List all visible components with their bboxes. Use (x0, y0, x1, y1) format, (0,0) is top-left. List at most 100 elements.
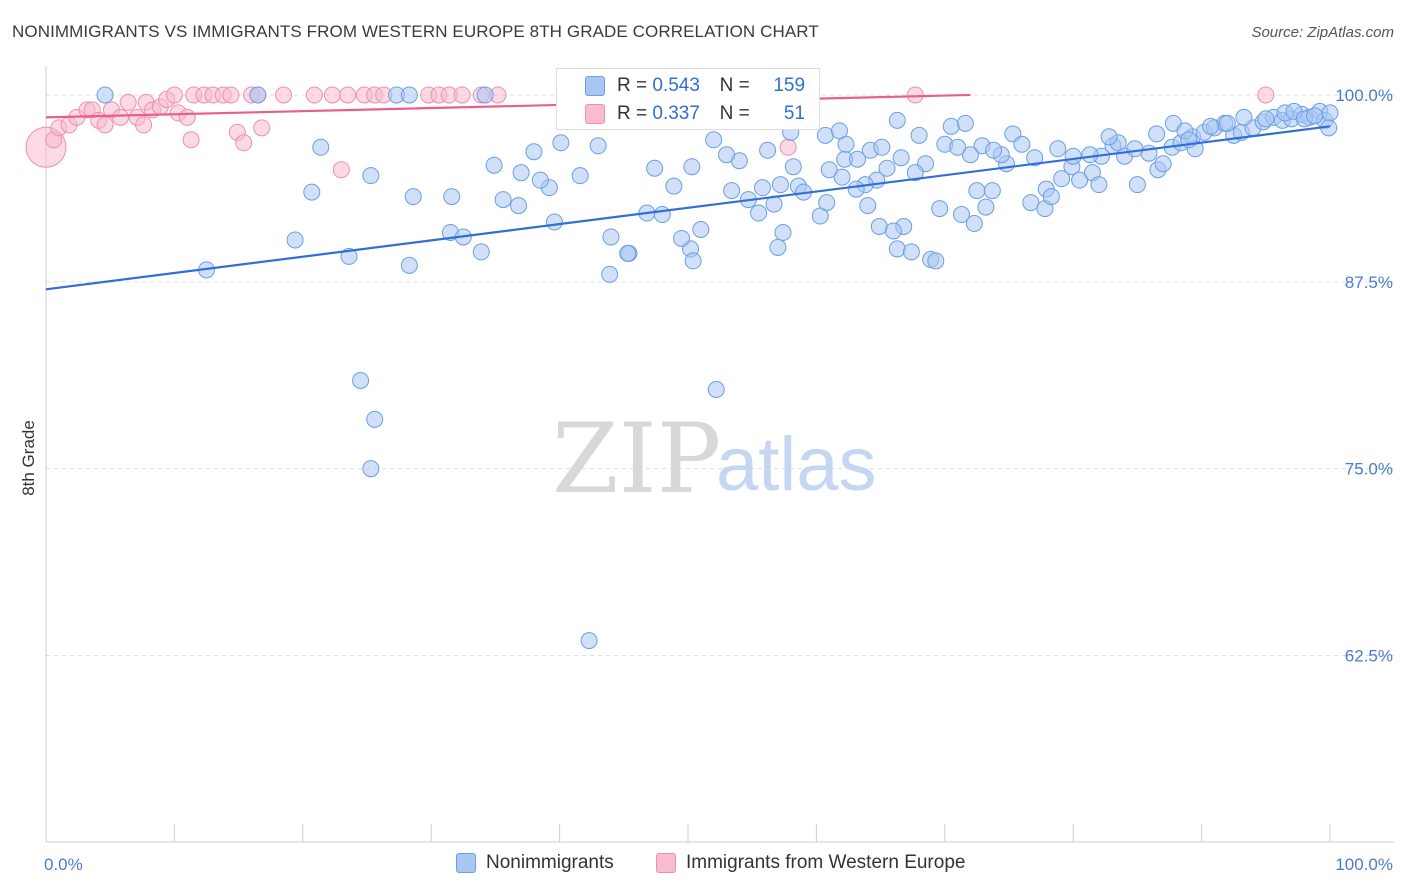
stats-row-immigrants: R = 0.337 N = 51 (557, 101, 805, 127)
blue-point (983, 182, 1001, 200)
stats-row-nonimmigrants: R = 0.543 N = 159 (557, 73, 805, 99)
pink-point (253, 119, 271, 137)
blue-point (961, 146, 979, 164)
blue-point (985, 141, 1003, 159)
pink-point (135, 116, 153, 134)
blue-point (870, 218, 888, 236)
blue-point (1126, 140, 1144, 158)
blue-point (665, 177, 683, 195)
trend-line-nonimmigrants (45, 125, 1331, 291)
blue-point (1013, 135, 1031, 153)
blue-point (1049, 140, 1067, 158)
blue-point (1148, 125, 1166, 143)
blue-point (96, 86, 114, 104)
x-tick-labels: 0.0% 100.0% (44, 855, 1393, 874)
blue-point (942, 117, 960, 135)
blue-point (545, 213, 563, 231)
axes (45, 66, 1394, 843)
pink-point (111, 108, 129, 126)
blue-point (1026, 149, 1044, 167)
chart-title: NONIMMIGRANTS VS IMMIGRANTS FROM WESTERN… (12, 22, 819, 41)
blue-point (512, 164, 530, 182)
blue-point (303, 183, 321, 201)
blue-point (619, 244, 637, 262)
blue-point (888, 111, 906, 129)
blue-point (1306, 107, 1324, 125)
blue-point (927, 252, 945, 270)
legend-swatch-immigrants (656, 853, 676, 873)
blue-point (771, 176, 789, 194)
blue-point (1022, 194, 1040, 212)
blue-point (818, 194, 836, 212)
blue-point (673, 229, 691, 247)
blue-point (494, 191, 512, 209)
blue-point (362, 167, 380, 185)
pink-point (178, 108, 196, 126)
blue-point (472, 243, 490, 261)
blue-point (705, 131, 723, 149)
stats-box: R = 0.543 N = 159 R = 0.337 N = 51 (556, 68, 820, 130)
blue-point (601, 265, 619, 283)
blue-point (952, 206, 970, 224)
blue-point (759, 141, 777, 159)
blue-point (1071, 171, 1089, 189)
legend-label-nonimmigrants: Nonimmigrants (486, 852, 614, 873)
stats-r-label: R = (617, 103, 648, 124)
grid (46, 94, 1394, 657)
pink-point (323, 86, 341, 104)
blue-point (1321, 104, 1339, 122)
stats-r-value: 0.337 (652, 103, 700, 124)
blue-point (580, 632, 598, 650)
series-nonimmigrants-points (96, 86, 1339, 650)
y-tick-label: 75.0% (1345, 460, 1393, 479)
blue-point (878, 159, 896, 177)
blue-point (873, 138, 891, 156)
blue-point (949, 138, 967, 156)
blue-point (750, 204, 768, 222)
blue-point (848, 150, 866, 168)
pink-point (182, 131, 200, 149)
blue-point (1154, 155, 1172, 173)
blue-point (1081, 146, 1099, 164)
legend-item-immigrants[interactable]: Immigrants from Western Europe (656, 852, 965, 874)
blue-point (589, 137, 607, 155)
blue-point (1128, 176, 1146, 194)
blue-point (400, 256, 418, 274)
blue-point (404, 188, 422, 206)
blue-point (692, 220, 710, 238)
blue-point (400, 86, 418, 104)
y-tick-labels: 100.0% 87.5% 75.0% 62.5% (1335, 86, 1393, 666)
stats-n-label: N = (719, 103, 750, 124)
stats-r-value: 0.543 (652, 75, 700, 96)
legend-item-nonimmigrants[interactable]: Nonimmigrants (456, 852, 614, 874)
blue-point (485, 156, 503, 174)
y-tick-label: 100.0% (1335, 86, 1393, 105)
blue-point (884, 222, 902, 240)
blue-point (366, 410, 384, 428)
y-tick-label: 62.5% (1345, 647, 1393, 666)
blue-point (531, 171, 549, 189)
blue-point (956, 114, 974, 132)
pink-point (453, 86, 471, 104)
stats-swatch-nonimmigrants (585, 76, 605, 96)
blue-point (718, 146, 736, 164)
blue-point (286, 231, 304, 249)
legend: Nonimmigrants Immigrants from Western Eu… (0, 850, 1406, 880)
blue-point (968, 182, 986, 200)
blue-point (312, 138, 330, 156)
blue-point (1100, 128, 1118, 146)
blue-point (784, 158, 802, 176)
series-immigrants-points (25, 86, 1275, 179)
watermark-atlas: atlas (716, 422, 877, 507)
pink-point (906, 86, 924, 104)
blue-point (684, 252, 702, 270)
blue-point (571, 167, 589, 185)
watermark-zip: ZIP (552, 403, 721, 515)
blue-point (602, 228, 620, 246)
blue-point (847, 180, 865, 198)
blue-point (910, 126, 928, 144)
stats-r-label: R = (617, 75, 648, 96)
blue-point (249, 86, 267, 104)
blue-point (653, 206, 671, 224)
pink-point (275, 86, 293, 104)
